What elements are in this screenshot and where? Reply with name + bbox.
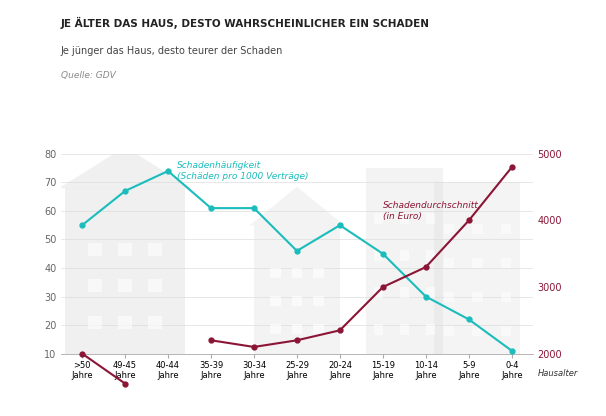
Bar <box>313 267 324 278</box>
Bar <box>400 213 409 224</box>
Bar <box>472 258 482 268</box>
Text: Je jünger das Haus, desto teurer der Schaden: Je jünger das Haus, desto teurer der Sch… <box>61 46 283 56</box>
Bar <box>472 223 482 234</box>
Bar <box>118 243 132 256</box>
Bar <box>472 292 482 302</box>
Bar <box>501 223 511 234</box>
Bar <box>444 223 454 234</box>
Bar <box>148 243 162 256</box>
Bar <box>501 292 511 302</box>
Bar <box>374 287 383 298</box>
Bar <box>425 324 435 335</box>
Bar <box>374 213 383 224</box>
Polygon shape <box>59 147 191 188</box>
Bar <box>148 316 162 329</box>
Bar <box>270 267 281 278</box>
Bar <box>501 326 511 337</box>
Bar <box>374 250 383 261</box>
Bar <box>118 279 132 292</box>
Bar <box>270 324 281 334</box>
Bar <box>425 213 435 224</box>
Bar <box>291 324 302 334</box>
Bar <box>444 326 454 337</box>
Bar <box>400 250 409 261</box>
Bar <box>501 258 511 268</box>
Text: Schadendurchschnitt
(in Euro): Schadendurchschnitt (in Euro) <box>383 201 479 220</box>
Text: JE ÄLTER DAS HAUS, DESTO WAHRSCHEINLICHER EIN SCHADEN: JE ÄLTER DAS HAUS, DESTO WAHRSCHEINLICHE… <box>61 17 430 29</box>
Bar <box>313 296 324 306</box>
Bar <box>444 258 454 268</box>
Bar <box>148 279 162 292</box>
Bar <box>65 188 185 354</box>
Bar <box>118 316 132 329</box>
Bar <box>88 279 102 292</box>
Bar <box>88 316 102 329</box>
Bar <box>374 324 383 335</box>
Bar <box>88 243 102 256</box>
Bar <box>400 287 409 298</box>
Bar <box>425 287 435 298</box>
Bar <box>435 183 521 354</box>
Text: Schadenhäufigkeit
(Schäden pro 1000 Verträge): Schadenhäufigkeit (Schäden pro 1000 Vert… <box>176 161 308 181</box>
Bar <box>425 250 435 261</box>
Text: Quelle: GDV: Quelle: GDV <box>61 71 115 80</box>
Bar <box>291 296 302 306</box>
Bar <box>270 296 281 306</box>
Bar <box>254 225 340 354</box>
Bar <box>472 326 482 337</box>
Bar <box>291 267 302 278</box>
Bar <box>400 324 409 335</box>
Bar <box>444 292 454 302</box>
Polygon shape <box>250 187 344 225</box>
Bar <box>365 168 443 354</box>
Text: Hausalter: Hausalter <box>538 369 578 378</box>
Bar <box>313 324 324 334</box>
